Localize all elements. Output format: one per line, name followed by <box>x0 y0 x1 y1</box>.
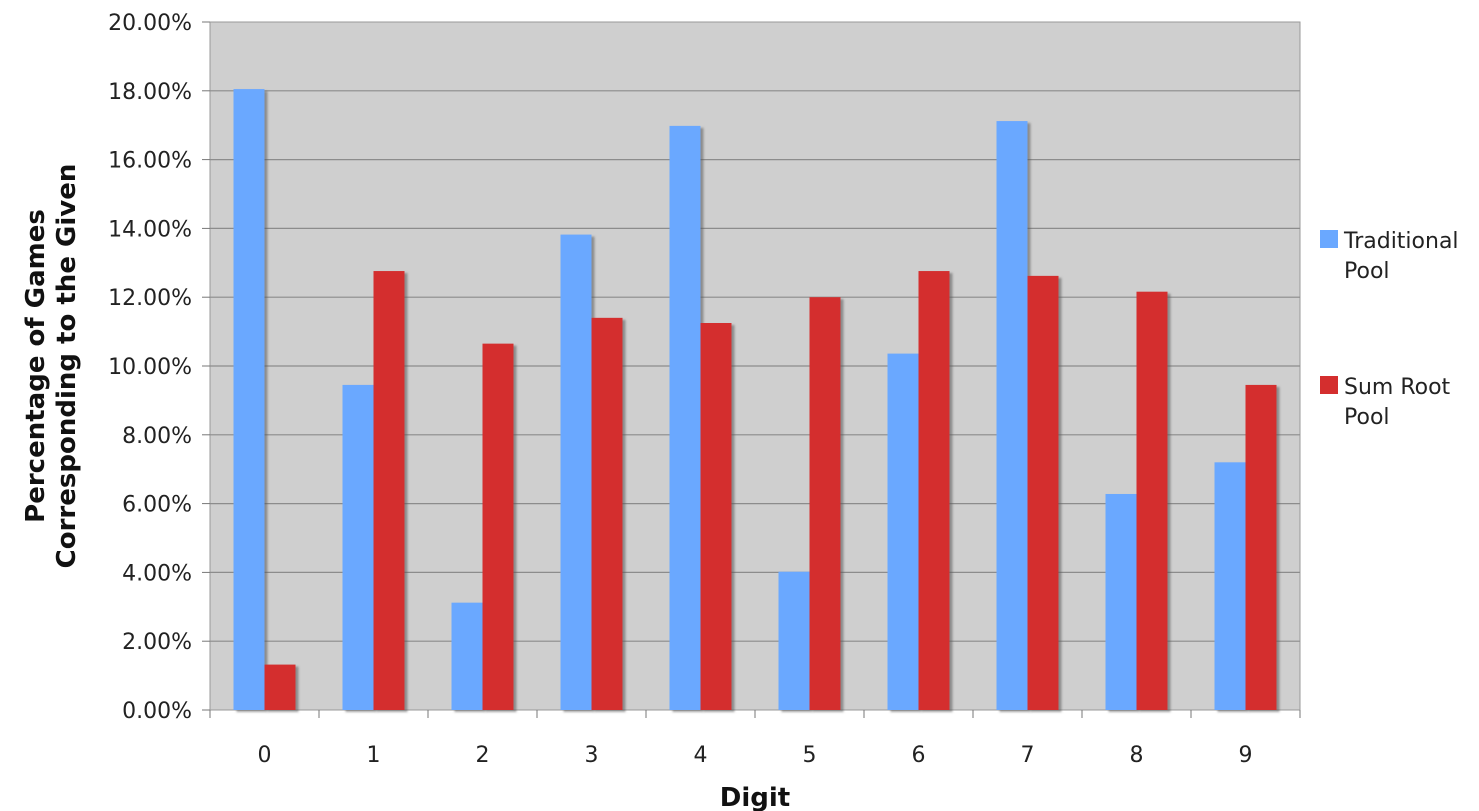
legend-swatch-traditional <box>1320 230 1338 248</box>
y-axis-title: Percentage of GamesCorresponding to the … <box>21 164 82 569</box>
bar-sum-root-9 <box>1245 384 1277 710</box>
y-tick-label: 14.00% <box>108 217 192 242</box>
x-tick-label: 4 <box>694 743 708 768</box>
bar-sum-root-2 <box>482 343 514 710</box>
bar-traditional-3 <box>560 234 592 711</box>
x-tick-label: 0 <box>258 743 272 768</box>
bar-traditional-1 <box>342 384 374 710</box>
legend-label: Pool <box>1344 405 1390 430</box>
y-tick-label: 2.00% <box>122 630 192 655</box>
y-tick-label: 6.00% <box>122 493 192 518</box>
bar-traditional-8 <box>1105 493 1137 710</box>
x-tick-label: 3 <box>585 743 599 768</box>
bar-sum-root-3 <box>591 317 623 710</box>
bar-sum-root-4 <box>700 323 732 710</box>
x-tick-label: 7 <box>1021 743 1035 768</box>
y-tick-label: 18.00% <box>108 80 192 105</box>
bar-traditional-5 <box>778 571 810 710</box>
y-tick-label: 8.00% <box>122 424 192 449</box>
bar-sum-root-5 <box>809 297 841 710</box>
y-tick-label: 20.00% <box>108 11 192 36</box>
bar-traditional-4 <box>669 125 701 710</box>
x-tick-label: 6 <box>912 743 926 768</box>
y-tick-label: 16.00% <box>108 149 192 174</box>
bar-sum-root-6 <box>918 271 950 710</box>
y-tick-label: 4.00% <box>122 561 192 586</box>
bar-traditional-6 <box>887 353 919 710</box>
legend-label: Pool <box>1344 259 1390 284</box>
y-tick-label: 0.00% <box>122 699 192 724</box>
bar-traditional-7 <box>996 121 1028 710</box>
bar-traditional-0 <box>233 89 265 710</box>
bar-sum-root-8 <box>1136 291 1168 710</box>
legend-label: Traditional <box>1343 229 1459 254</box>
x-tick-label: 1 <box>367 743 381 768</box>
x-tick-label: 5 <box>803 743 817 768</box>
x-tick-label: 8 <box>1130 743 1144 768</box>
x-tick-label: 9 <box>1239 743 1253 768</box>
y-axis-title-line: Percentage of Games <box>21 209 51 523</box>
y-tick-label: 10.00% <box>108 355 192 380</box>
x-axis-title: Digit <box>720 783 790 811</box>
y-axis-title-line: Corresponding to the Given <box>52 164 82 569</box>
bar-sum-root-0 <box>264 664 296 710</box>
y-tick-label: 12.00% <box>108 286 192 311</box>
legend-label: Sum Root <box>1344 375 1451 400</box>
legend-swatch-sum-root <box>1320 376 1338 394</box>
bar-traditional-9 <box>1214 462 1246 710</box>
bar-traditional-2 <box>451 602 483 710</box>
bar-sum-root-1 <box>373 271 405 710</box>
x-tick-label: 2 <box>476 743 490 768</box>
bar-sum-root-7 <box>1027 275 1059 710</box>
